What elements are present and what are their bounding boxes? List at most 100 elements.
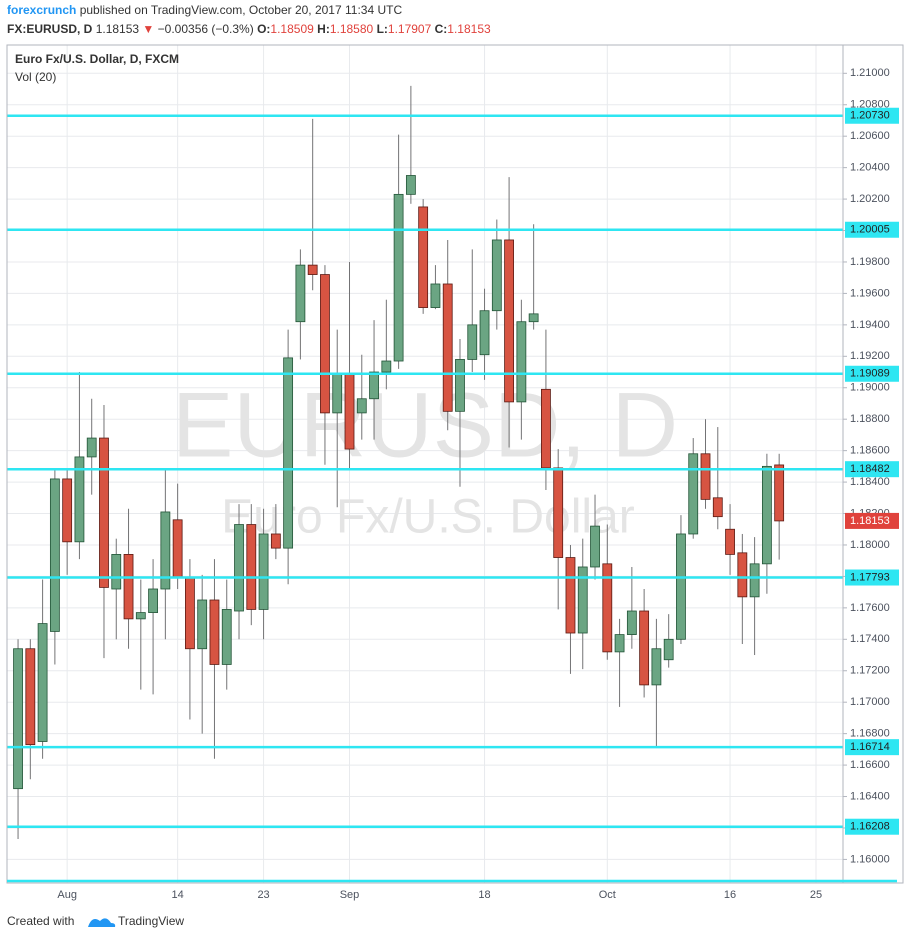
y-tick-label: 1.16400 xyxy=(850,790,890,802)
x-tick-label: Sep xyxy=(340,889,360,901)
candle-body xyxy=(479,310,490,356)
y-tick-label: 1.19600 xyxy=(850,287,890,299)
plot: 1.160001.162001.164001.166001.168001.170… xyxy=(7,45,899,901)
published: published on TradingView.com, October 20… xyxy=(80,3,403,17)
level-label: 1.16208 xyxy=(850,821,890,833)
l-value: 1.17907 xyxy=(388,22,432,36)
candle-body xyxy=(270,533,281,549)
candle-body xyxy=(37,623,48,742)
candle-body xyxy=(504,239,514,403)
candle-body xyxy=(49,478,60,632)
x-tick-label: 18 xyxy=(478,889,490,901)
x-tick-label: 14 xyxy=(172,889,184,901)
level-label-box xyxy=(845,365,899,382)
y-tick-label: 1.16600 xyxy=(850,759,890,771)
candle-body xyxy=(160,511,171,590)
candle-body xyxy=(99,437,109,588)
y-tick-label: 1.20600 xyxy=(850,130,890,142)
candle-body xyxy=(25,648,36,746)
x-tick-label: 25 xyxy=(810,889,822,901)
y-tick-label: 1.18000 xyxy=(850,539,890,551)
candle-body xyxy=(283,357,294,549)
watermark: EURUSD, D xyxy=(172,374,678,476)
candle-body xyxy=(369,371,379,400)
y-tick-label: 1.18800 xyxy=(850,413,890,425)
o-label: O: xyxy=(257,22,270,36)
candle-body xyxy=(405,175,416,195)
x-tick-label: 16 xyxy=(724,889,736,901)
logo xyxy=(88,918,116,927)
symbol: FX:EURUSD, D xyxy=(7,22,93,36)
candle-body xyxy=(295,264,306,323)
candle-body xyxy=(197,599,208,650)
y-tick-label: 1.17000 xyxy=(850,696,890,708)
h-value: 1.18580 xyxy=(330,22,374,36)
candle-body xyxy=(320,274,330,414)
x-tick-label: 23 xyxy=(257,889,269,901)
y-tick-label: 1.19000 xyxy=(850,382,890,394)
candle-body xyxy=(455,359,465,412)
header-line-1: forexcrunch published on TradingView.com… xyxy=(7,3,402,17)
y-tick-label: 1.19400 xyxy=(850,319,890,331)
level-label-box xyxy=(845,461,899,478)
candle-body xyxy=(626,610,637,635)
author[interactable]: forexcrunch xyxy=(7,3,76,17)
x-tick-label: Oct xyxy=(599,889,616,901)
candle-body xyxy=(663,638,674,661)
y-tick-label: 1.17200 xyxy=(850,665,890,677)
candle-body xyxy=(258,533,269,610)
candle-body xyxy=(516,321,527,403)
l-label: L: xyxy=(377,22,388,36)
candle-body xyxy=(676,533,686,640)
candle-body xyxy=(185,577,195,650)
candle-body xyxy=(602,563,613,653)
level-label: 1.16714 xyxy=(850,741,890,753)
y-tick-label: 1.21000 xyxy=(850,67,890,79)
footer: Created with TradingView xyxy=(7,914,184,928)
candle-body xyxy=(111,554,122,590)
created-with: Created with xyxy=(7,914,74,928)
y-tick-label: 1.20200 xyxy=(850,193,890,205)
candle-body xyxy=(553,467,564,558)
candle-body xyxy=(528,313,539,323)
candle-body xyxy=(13,648,23,790)
brand[interactable]: TradingView xyxy=(118,914,184,928)
candle-body xyxy=(74,456,85,543)
candle-body xyxy=(135,612,146,620)
last: 1.18153 xyxy=(96,22,140,36)
y-tick-label: 1.20800 xyxy=(850,99,890,111)
candle-body xyxy=(577,566,588,634)
c-value: 1.18153 xyxy=(447,22,491,36)
o-value: 1.18509 xyxy=(270,22,314,36)
candle-body xyxy=(381,360,392,373)
candle-body xyxy=(393,193,404,362)
candle-body xyxy=(209,599,220,665)
level-label: 1.17793 xyxy=(850,571,890,583)
candle-body xyxy=(123,554,134,620)
y-tick-label: 1.16000 xyxy=(850,853,890,865)
candle-body xyxy=(246,524,257,610)
candle-body xyxy=(442,283,453,412)
y-tick-label: 1.17600 xyxy=(850,602,890,614)
candle-body xyxy=(430,283,441,308)
candle-body xyxy=(344,373,355,450)
candle-body xyxy=(565,557,576,634)
arrow: ▼ xyxy=(142,22,154,36)
level-label: 1.20005 xyxy=(850,224,890,236)
last-price-box xyxy=(845,512,899,529)
change: −0.00356 (−0.3%) xyxy=(158,22,254,36)
level-label: 1.20730 xyxy=(850,110,890,122)
y-tick-label: 1.16800 xyxy=(850,728,890,740)
legend: Euro Fx/U.S. Dollar, D, FXCM xyxy=(15,52,179,66)
candle-body xyxy=(749,563,760,598)
candle-body xyxy=(688,453,699,535)
y-tick-label: 1.18600 xyxy=(850,445,890,457)
candle-body xyxy=(234,524,244,612)
candle-body xyxy=(639,610,650,686)
y-tick-label: 1.17400 xyxy=(850,633,890,645)
candle-body xyxy=(700,453,711,500)
candle-body xyxy=(467,324,478,360)
candle-body xyxy=(418,206,429,308)
level-label-box xyxy=(845,818,899,835)
candle-body xyxy=(491,239,502,312)
